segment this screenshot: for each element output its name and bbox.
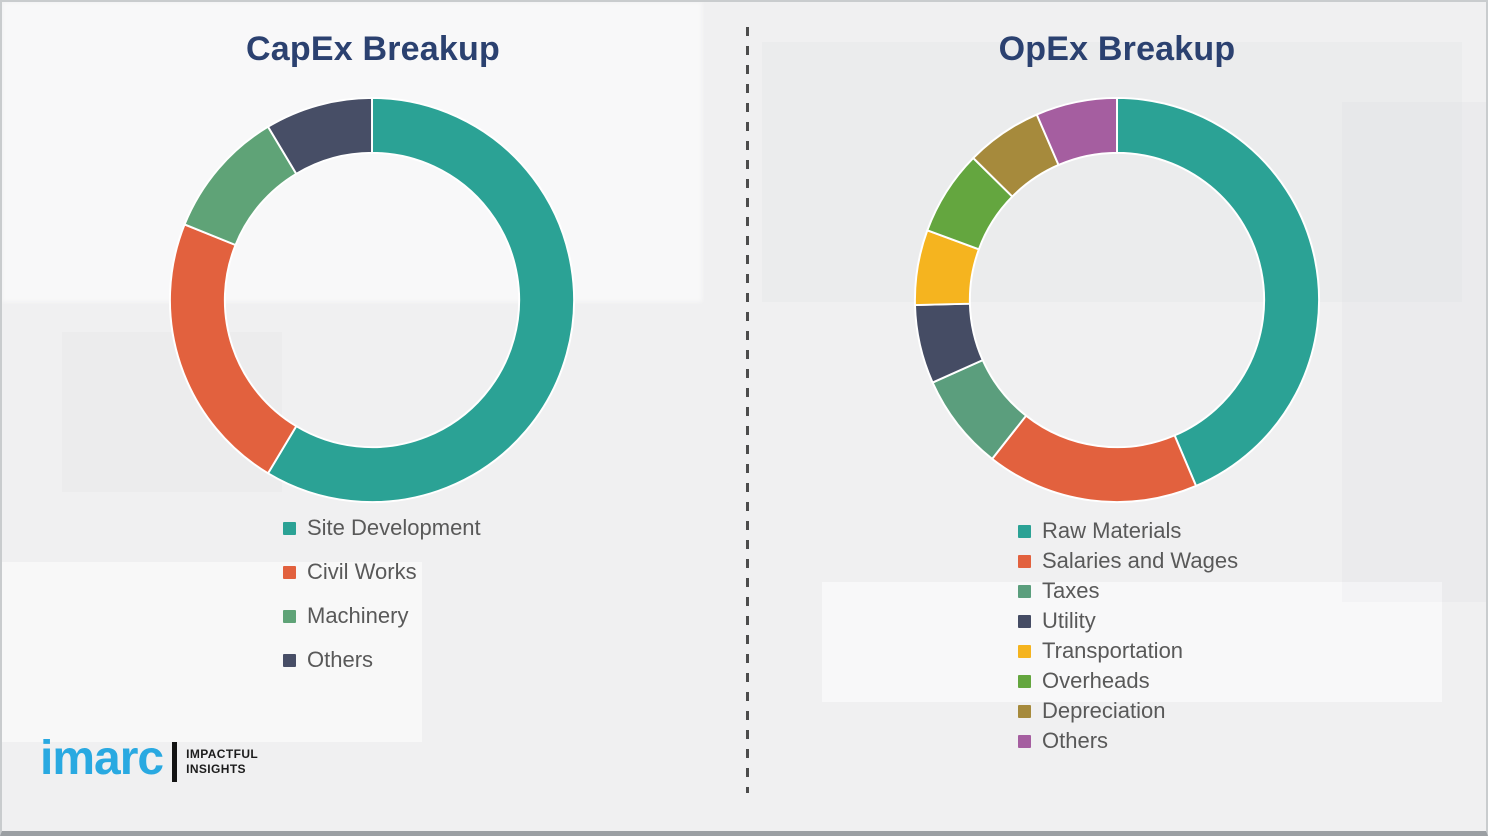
imarc-wordmark: imarc — [40, 732, 164, 785]
legend-item-transportation: Transportation — [1018, 639, 1238, 663]
capex-slice-site-development — [267, 96, 576, 504]
legend-swatch-icon — [1018, 734, 1031, 748]
legend-label: Others — [307, 647, 374, 672]
legend-swatch-icon — [1018, 674, 1031, 688]
legend-label: Salaries and Wages — [1042, 548, 1239, 573]
legend-item-others: Others — [283, 648, 481, 672]
logo-divider-bar — [172, 742, 178, 782]
logo-tagline: IMPACTFUL INSIGHTS — [186, 747, 258, 777]
legend-item-machinery: Machinery — [283, 604, 481, 628]
legend-swatch-icon — [1018, 524, 1031, 538]
legend-label: Civil Works — [307, 559, 417, 584]
legend-swatch-icon — [283, 653, 296, 667]
logo-tagline-line1: IMPACTFUL — [186, 747, 259, 761]
capex-legend: Site Development Civil Works Machinery Othe… — [283, 516, 481, 692]
opex-donut-chart — [914, 96, 1321, 504]
legend-swatch-icon — [283, 609, 296, 623]
background-watermark — [1342, 102, 1486, 602]
legend-label: Taxes — [1042, 578, 1100, 603]
legend-label: Site Development — [307, 515, 481, 540]
legend-swatch-icon — [1018, 644, 1031, 658]
capex-chart-title: CapEx Breakup — [246, 30, 500, 68]
legend-item-utility: Utility — [1018, 609, 1238, 633]
legend-label: Utility — [1042, 608, 1096, 633]
legend-swatch-icon — [1018, 554, 1031, 568]
legend-item-overheads: Overheads — [1018, 669, 1238, 693]
legend-swatch-icon — [1018, 704, 1031, 718]
capex-slice-civil-works — [168, 223, 298, 475]
legend-swatch-icon — [283, 565, 296, 579]
legend-swatch-icon — [1018, 614, 1031, 628]
legend-label: Machinery — [307, 603, 409, 628]
legend-swatch-icon — [283, 521, 296, 535]
legend-label: Others — [1042, 728, 1109, 753]
opex-slice-others — [1035, 96, 1118, 166]
legend-label: Depreciation — [1042, 698, 1166, 723]
imarc-logo: imarc IMPACTFUL INSIGHTS — [40, 735, 258, 783]
opex-slice-raw-materials — [1116, 96, 1321, 487]
legend-item-civil-works: Civil Works — [283, 560, 481, 584]
logo-tagline-line2: INSIGHTS — [186, 762, 246, 776]
capex-slice-others — [267, 96, 373, 175]
legend-item-taxes: Taxes — [1018, 579, 1238, 603]
opex-slice-salaries-and-wages — [991, 414, 1198, 504]
opex-legend: Raw Materials Salaries and Wages Taxes Util… — [1018, 519, 1238, 759]
legend-label: Overheads — [1042, 668, 1150, 693]
legend-item-site-development: Site Development — [283, 516, 481, 540]
capex-donut-chart — [168, 96, 576, 504]
legend-item-depreciation: Depreciation — [1018, 699, 1238, 723]
legend-label: Transportation — [1042, 638, 1184, 663]
legend-item-salaries-and-wages: Salaries and Wages — [1018, 549, 1238, 573]
legend-label: Raw Materials — [1042, 518, 1182, 543]
legend-item-raw-materials: Raw Materials — [1018, 519, 1238, 543]
vertical-dashed-divider — [746, 27, 749, 793]
legend-item-others: Others — [1018, 729, 1238, 753]
legend-swatch-icon — [1018, 584, 1031, 598]
opex-chart-title: OpEx Breakup — [998, 30, 1236, 68]
